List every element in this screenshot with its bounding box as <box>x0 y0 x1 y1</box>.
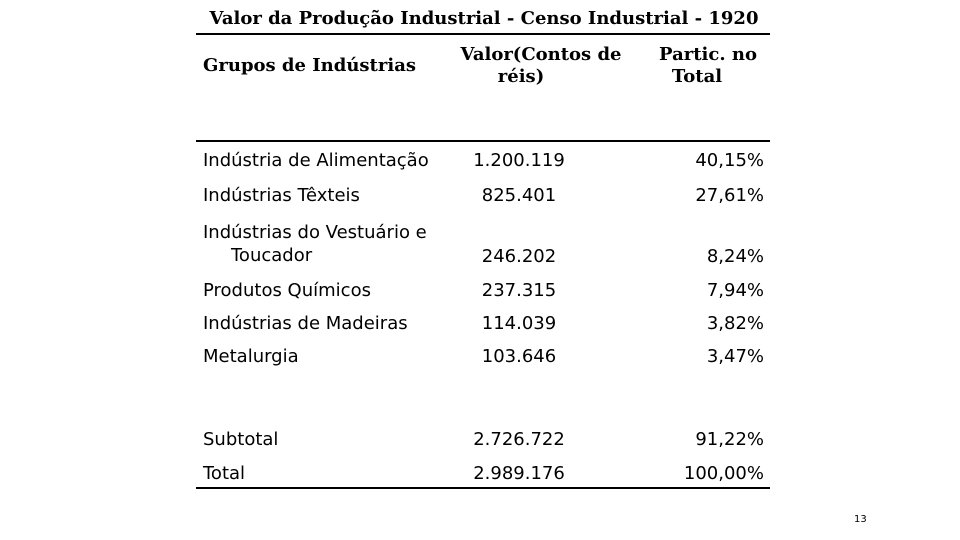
subtotal-share: 91,22% <box>695 429 764 450</box>
row-name-line1: Indústrias do Vestuário e <box>203 222 427 243</box>
header-value-line2: réis) <box>497 66 545 87</box>
header-share-line2: Total <box>671 66 723 87</box>
header-group: Grupos de Indústrias <box>203 55 416 76</box>
row-name: Metalurgia <box>203 346 299 367</box>
title-underline <box>196 33 770 35</box>
row-name: Produtos Químicos <box>203 280 371 301</box>
row-name: Indústrias do Vestuário e Toucador <box>203 221 427 267</box>
subtotal-value: 2.726.722 <box>473 429 565 450</box>
row-share: 7,94% <box>706 280 764 301</box>
row-value: 103.646 <box>481 346 557 367</box>
header-rule <box>196 140 770 142</box>
row-share: 3,82% <box>706 313 764 334</box>
total-value: 2.989.176 <box>473 463 565 484</box>
row-name-line2: Toucador <box>231 245 313 266</box>
row-value: 246.202 <box>481 246 557 267</box>
row-value: 237.315 <box>481 280 557 301</box>
header-share: Partic. no Total <box>650 44 766 88</box>
row-share: 8,24% <box>706 246 764 267</box>
row-value: 825.401 <box>481 185 557 206</box>
table-bottom-rule <box>196 487 770 489</box>
total-label: Total <box>203 463 246 484</box>
row-share: 40,15% <box>695 150 764 171</box>
row-share: 27,61% <box>695 185 764 206</box>
row-name: Indústrias de Madeiras <box>203 313 408 334</box>
row-name: Indústrias Têxteis <box>203 185 360 206</box>
subtotal-label: Subtotal <box>203 429 279 450</box>
row-share: 3,47% <box>706 346 764 367</box>
total-share: 100,00% <box>683 463 764 484</box>
row-name: Indústria de Alimentação <box>203 150 429 171</box>
header-value-line1: Valor(Contos de <box>460 44 622 65</box>
slide-title: Valor da Produção Industrial - Censo Ind… <box>209 8 759 29</box>
header-share-line1: Partic. no <box>659 44 757 65</box>
row-value: 1.200.119 <box>473 150 565 171</box>
header-value: Valor(Contos de réis) <box>456 44 626 88</box>
page-number: 13 <box>854 514 867 525</box>
row-value: 114.039 <box>481 313 557 334</box>
